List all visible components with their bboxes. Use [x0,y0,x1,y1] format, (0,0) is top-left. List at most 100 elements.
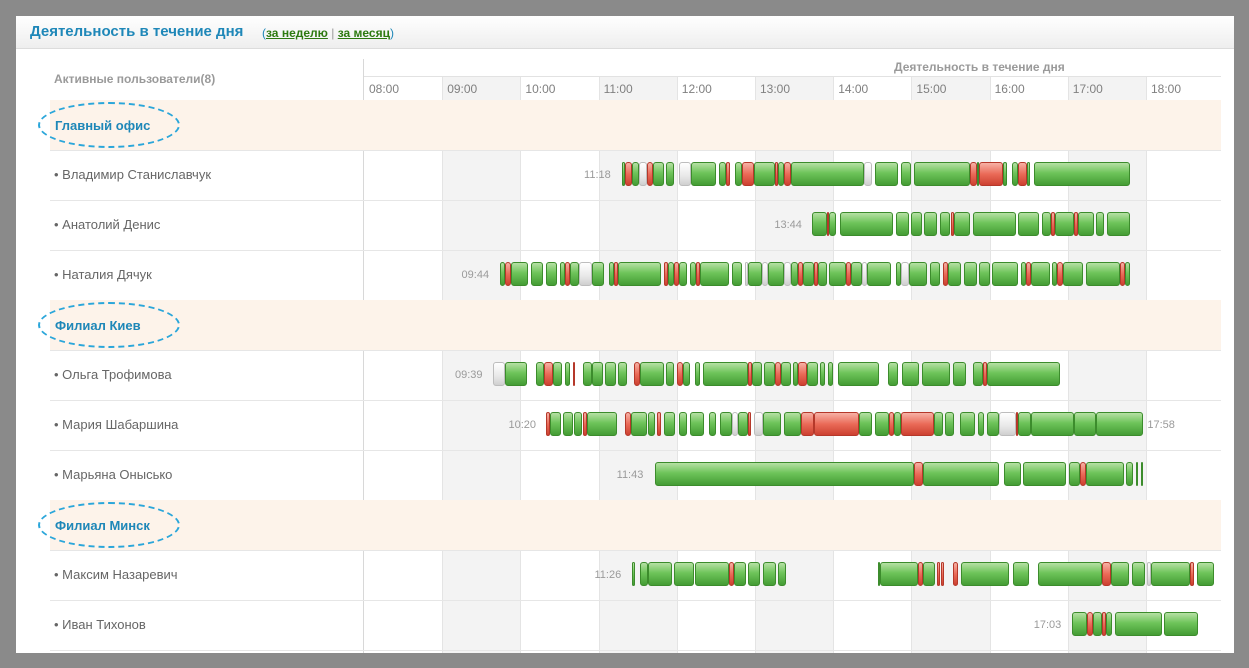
activity-segment[interactable] [546,412,551,436]
activity-segment[interactable] [622,162,625,186]
activity-segment[interactable] [947,262,961,286]
activity-segment[interactable] [791,262,798,286]
activity-segment[interactable] [633,362,641,386]
activity-segment[interactable] [663,412,676,436]
activity-segment[interactable] [1074,412,1097,436]
activity-segment[interactable] [914,462,924,486]
activity-segment[interactable] [762,412,782,436]
activity-segment[interactable] [764,362,775,386]
activity-segment[interactable] [914,162,971,186]
activity-segment[interactable] [689,262,697,286]
activity-segment[interactable] [1018,412,1032,436]
activity-segment[interactable] [781,362,792,386]
activity-segment[interactable] [536,362,544,386]
activity-segment[interactable] [563,412,573,436]
group-name[interactable]: Филиал Минск [55,518,150,533]
activity-segment[interactable] [923,462,999,486]
activity-segment[interactable] [1031,412,1075,436]
activity-segment[interactable] [679,412,688,436]
activity-segment[interactable] [552,362,563,386]
activity-segment[interactable] [530,262,543,286]
activity-segment[interactable] [1018,212,1040,236]
activity-segment[interactable] [748,562,761,586]
activity-segment[interactable] [798,362,808,386]
activity-segment[interactable] [1013,562,1029,586]
activity-segment[interactable] [861,262,868,286]
activity-segment[interactable] [851,262,862,286]
activity-segment[interactable] [1086,462,1124,486]
activity-segment[interactable] [738,412,749,436]
activity-segment[interactable] [761,262,769,286]
activity-segment[interactable] [768,262,784,286]
activity-segment[interactable] [735,162,742,186]
activity-segment[interactable] [1057,262,1063,286]
activity-segment[interactable] [1147,562,1152,586]
activity-segment[interactable] [511,262,529,286]
activity-segment[interactable] [941,562,944,586]
activity-segment[interactable] [624,162,633,186]
activity-segment[interactable] [702,362,749,386]
activity-segment[interactable] [954,212,971,236]
activity-segment[interactable] [748,362,753,386]
activity-segment[interactable] [648,562,672,586]
activity-segment[interactable] [667,262,675,286]
activity-segment[interactable] [921,362,951,386]
activity-segment[interactable] [929,262,941,286]
activity-segment[interactable] [953,562,959,586]
activity-segment[interactable] [559,262,565,286]
activity-segment[interactable] [1050,212,1055,236]
activity-segment[interactable] [744,262,749,286]
activity-segment[interactable] [900,262,909,286]
activity-segment[interactable] [653,162,664,186]
activity-segment[interactable] [573,412,582,436]
activity-segment[interactable] [605,362,616,386]
activity-segment[interactable] [618,362,628,386]
activity-segment[interactable] [609,262,615,286]
activity-segment[interactable] [1096,412,1144,436]
activity-segment[interactable] [817,262,827,286]
activity-segment[interactable] [937,562,941,586]
user-name[interactable]: • Мария Шабаршина [54,417,179,432]
activity-segment[interactable] [1101,612,1106,636]
activity-segment[interactable] [846,262,852,286]
activity-segment[interactable] [648,412,655,436]
activity-segment[interactable] [1196,562,1214,586]
activity-segment[interactable] [753,162,775,186]
activity-segment[interactable] [783,262,792,286]
activity-segment[interactable] [774,362,782,386]
activity-segment[interactable] [942,262,948,286]
activity-segment[interactable] [1078,212,1094,236]
activity-segment[interactable] [1041,212,1051,236]
activity-segment[interactable] [696,262,701,286]
activity-segment[interactable] [676,362,684,386]
activity-segment[interactable] [923,562,935,586]
activity-segment[interactable] [666,362,675,386]
activity-segment[interactable] [762,562,776,586]
activity-segment[interactable] [586,412,617,436]
activity-segment[interactable] [1164,612,1199,636]
activity-segment[interactable] [1079,462,1087,486]
activity-segment[interactable] [543,362,553,386]
activity-segment[interactable] [986,412,999,436]
activity-segment[interactable] [728,562,735,586]
activity-segment[interactable] [911,212,922,236]
activity-segment[interactable] [864,162,873,186]
activity-segment[interactable] [1026,262,1032,286]
activity-segment[interactable] [752,362,762,386]
activity-segment[interactable] [695,562,729,586]
activity-segment[interactable] [800,412,814,436]
activity-segment[interactable] [959,412,976,436]
activity-segment[interactable] [731,412,739,436]
activity-segment[interactable] [900,412,934,436]
activity-segment[interactable] [998,412,1016,436]
activity-segment[interactable] [546,262,557,286]
activity-segment[interactable] [683,362,690,386]
activity-segment[interactable] [741,162,754,186]
activity-segment[interactable] [640,562,649,586]
activity-segment[interactable] [640,362,664,386]
activity-segment[interactable] [827,362,834,386]
activity-segment[interactable] [1190,562,1195,586]
activity-segment[interactable] [569,262,580,286]
activity-segment[interactable] [889,412,895,436]
activity-segment[interactable] [731,262,742,286]
